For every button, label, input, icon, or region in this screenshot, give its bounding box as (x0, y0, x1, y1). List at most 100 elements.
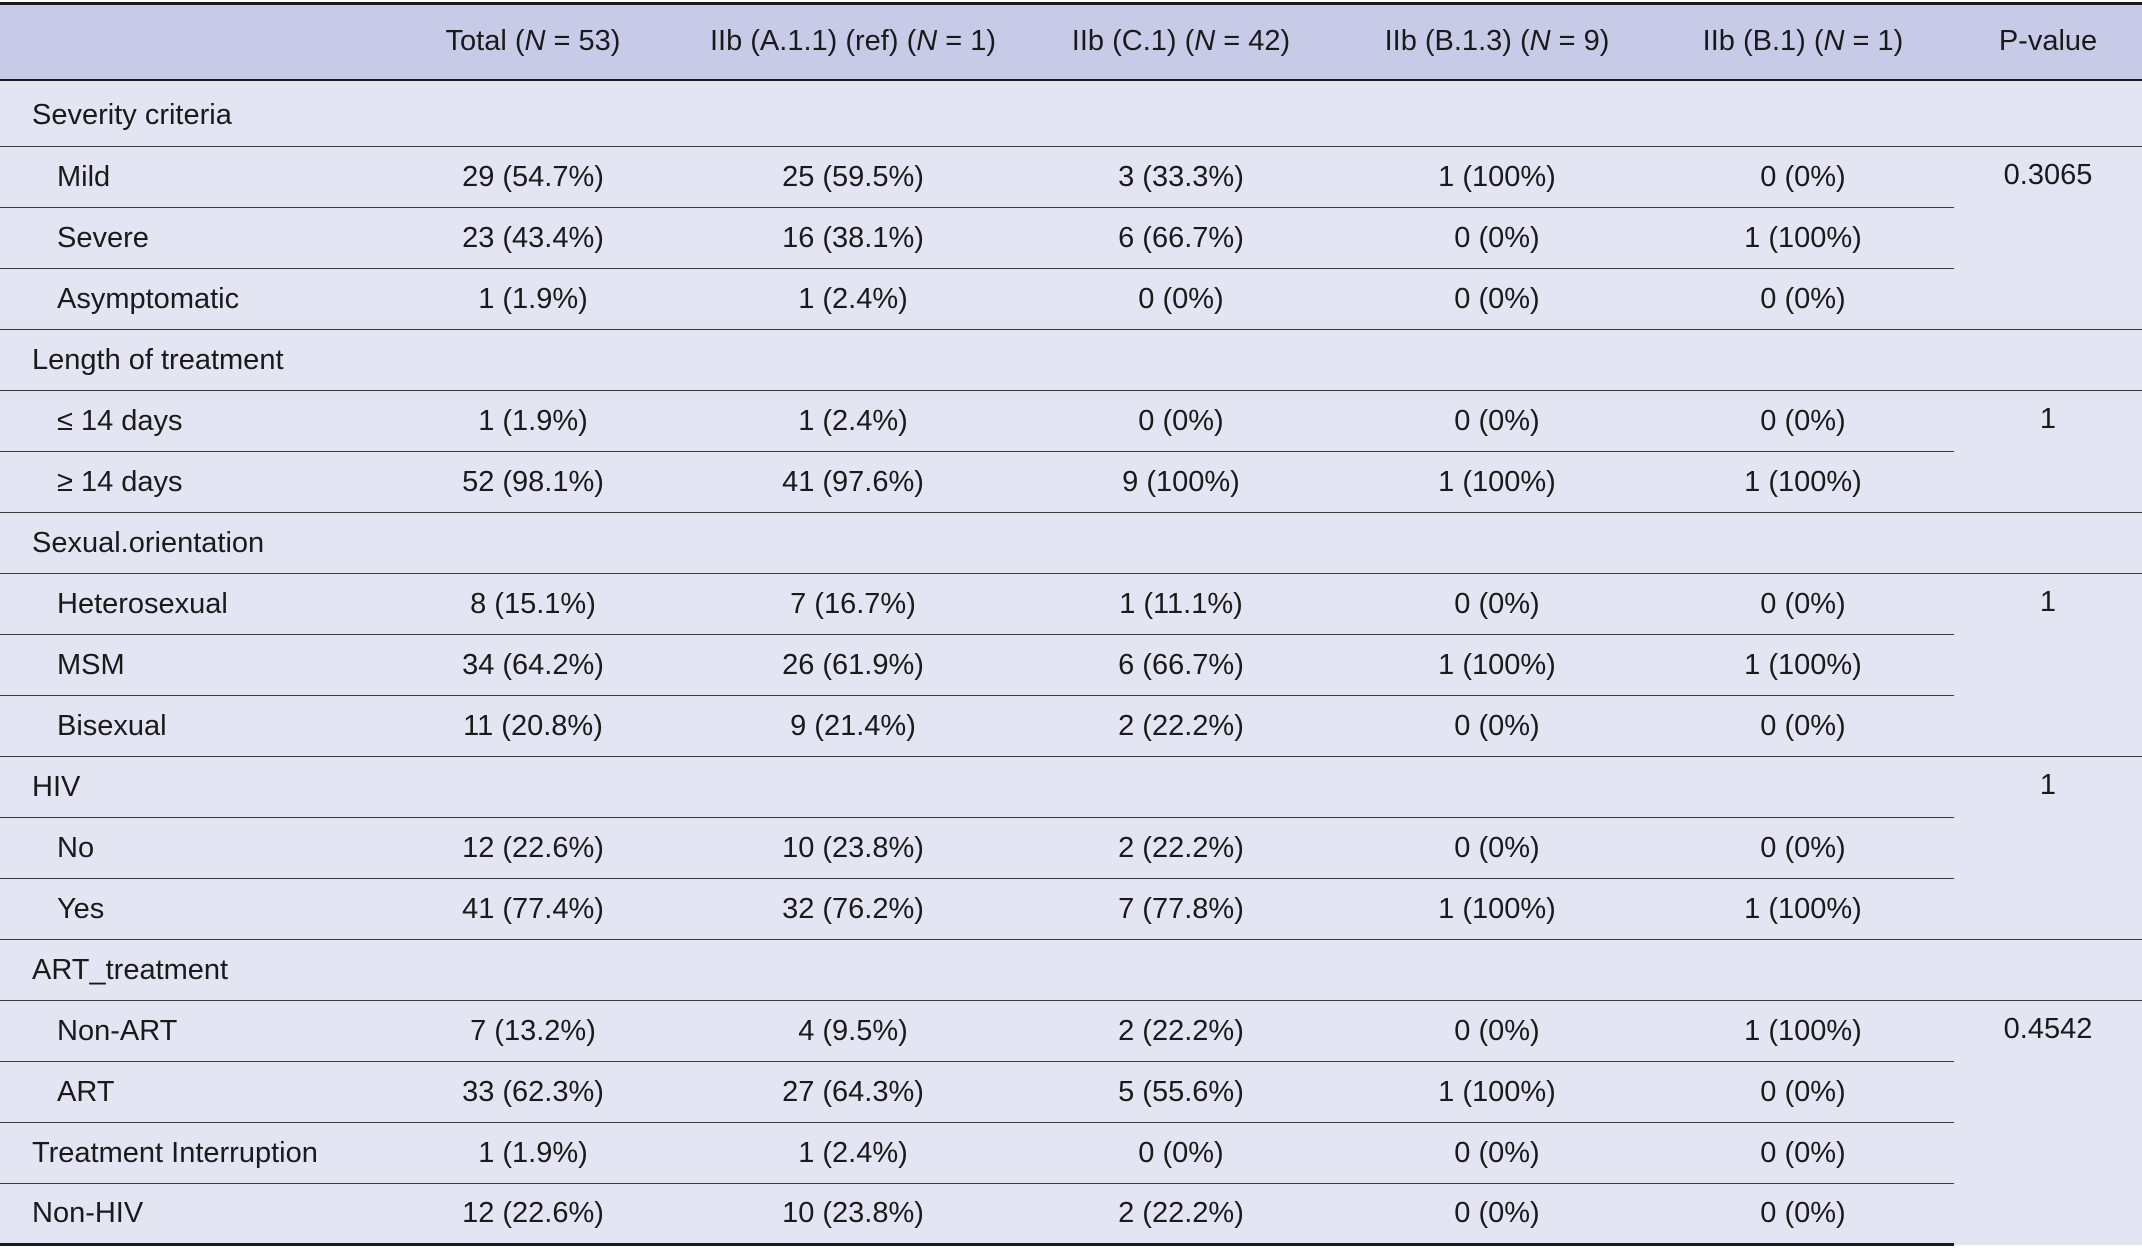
cell: 12 (22.6%) (380, 1183, 686, 1246)
cell: 10 (23.8%) (686, 1183, 1020, 1246)
table-row: ≥ 14 days 52 (98.1%) 41 (97.6%) 9 (100%)… (0, 451, 2142, 513)
group-row: ART_treatment (0, 939, 2142, 1001)
cell: 16 (38.1%) (686, 207, 1020, 269)
cell: 0 (0%) (1652, 390, 1954, 452)
cell: 1 (100%) (1342, 1061, 1652, 1123)
row-label: Treatment Interruption (0, 1122, 380, 1184)
cell: 1 (2.4%) (686, 268, 1020, 330)
cell: 1 (1.9%) (380, 268, 686, 330)
cell: 2 (22.2%) (1020, 1000, 1342, 1062)
group-label: Length of treatment (0, 329, 380, 391)
table-row: Non-ART 7 (13.2%) 4 (9.5%) 2 (22.2%) 0 (… (0, 1000, 2142, 1245)
cell: 7 (77.8%) (1020, 878, 1342, 940)
cell: 0 (0%) (1020, 390, 1342, 452)
cell: 34 (64.2%) (380, 634, 686, 696)
cell: 1 (100%) (1652, 1000, 1954, 1062)
table-row: Severe 23 (43.4%) 16 (38.1%) 6 (66.7%) 0… (0, 207, 2142, 269)
cell: 0 (0%) (1652, 1061, 1954, 1123)
row-label: No (0, 817, 380, 879)
row-label: ART (0, 1061, 380, 1123)
table-row: Bisexual 11 (20.8%) 9 (21.4%) 2 (22.2%) … (0, 695, 2142, 757)
p-value: 1 (1954, 756, 2142, 940)
cell: 10 (23.8%) (686, 817, 1020, 879)
cell: 6 (66.7%) (1020, 634, 1342, 696)
cell: 9 (21.4%) (686, 695, 1020, 757)
header-row: Total (N = 53) IIb (A.1.1) (ref) (N = 1)… (0, 3, 2142, 80)
cell: 26 (61.9%) (686, 634, 1020, 696)
p-value: 0.3065 (1954, 146, 2142, 330)
cell: 0 (0%) (1652, 817, 1954, 879)
cell: 41 (97.6%) (686, 451, 1020, 513)
table-header: Total (N = 53) IIb (A.1.1) (ref) (N = 1)… (0, 3, 2142, 80)
group-row: HIV 1 (0, 756, 2142, 940)
header-b1: IIb (B.1) (N = 1) (1702, 25, 1904, 58)
cell: 1 (100%) (1342, 146, 1652, 208)
cell: 1 (11.1%) (1020, 573, 1342, 635)
row-label: ≤ 14 days (0, 390, 380, 452)
cell: 0 (0%) (1652, 1183, 1954, 1246)
cell: 25 (59.5%) (686, 146, 1020, 208)
cell: 1 (1.9%) (380, 1122, 686, 1184)
table-row: Heterosexual 8 (15.1%) 7 (16.7%) 1 (11.1… (0, 573, 2142, 757)
cell: 1 (2.4%) (686, 390, 1020, 452)
cell: 8 (15.1%) (380, 573, 686, 635)
cell: 2 (22.2%) (1020, 695, 1342, 757)
cell: 0 (0%) (1342, 817, 1652, 879)
cell: 23 (43.4%) (380, 207, 686, 269)
cell: 0 (0%) (1652, 146, 1954, 208)
cell: 33 (62.3%) (380, 1061, 686, 1123)
group-label: ART_treatment (0, 939, 380, 1001)
cell: 32 (76.2%) (686, 878, 1020, 940)
cell: 1 (100%) (1652, 634, 1954, 696)
cell: 1 (100%) (1652, 207, 1954, 269)
row-label: Severe (0, 207, 380, 269)
cell: 1 (100%) (1342, 878, 1652, 940)
cell: 2 (22.2%) (1020, 817, 1342, 879)
group-label: Severity criteria (32, 99, 232, 132)
row-label: ≥ 14 days (0, 451, 380, 513)
table-row: Asymptomatic 1 (1.9%) 1 (2.4%) 0 (0%) 0 … (0, 268, 2142, 330)
cell: 7 (16.7%) (686, 573, 1020, 635)
row-label: Asymptomatic (0, 268, 380, 330)
cell: 9 (100%) (1020, 451, 1342, 513)
table-row: Treatment Interruption 1 (1.9%) 1 (2.4%)… (0, 1122, 2142, 1184)
cell: 4 (9.5%) (686, 1000, 1020, 1062)
cell: 0 (0%) (1342, 1122, 1652, 1184)
cell: 0 (0%) (1342, 268, 1652, 330)
row-label: Non-ART (0, 1000, 380, 1062)
p-value: 1 (1954, 573, 2142, 757)
cell: 1 (100%) (1342, 634, 1652, 696)
table-body: Severity criteria Mild 29 (54.7%) 25 (59… (0, 79, 2142, 1246)
cell: 41 (77.4%) (380, 878, 686, 940)
row-label: Heterosexual (0, 573, 380, 635)
cell: 0 (0%) (1342, 573, 1652, 635)
cell: 29 (54.7%) (380, 146, 686, 208)
cell: 0 (0%) (1652, 695, 1954, 757)
table-row: ≤ 14 days 1 (1.9%) 1 (2.4%) 0 (0%) 0 (0%… (0, 390, 2142, 513)
header-c1: IIb (C.1) (N = 42) (1071, 25, 1291, 58)
p-value: 0.4542 (1954, 1000, 2142, 1245)
cell: 0 (0%) (1342, 390, 1652, 452)
row-label: Yes (0, 878, 380, 940)
cell: 1 (2.4%) (686, 1122, 1020, 1184)
p-value: 1 (1954, 390, 2142, 513)
cell: 27 (64.3%) (686, 1061, 1020, 1123)
cell: 0 (0%) (1020, 268, 1342, 330)
table-row: ART 33 (62.3%) 27 (64.3%) 5 (55.6%) 1 (1… (0, 1061, 2142, 1123)
table-row: No 12 (22.6%) 10 (23.8%) 2 (22.2%) 0 (0%… (0, 817, 2142, 879)
cell: 5 (55.6%) (1020, 1061, 1342, 1123)
cell: 11 (20.8%) (380, 695, 686, 757)
row-label: Non-HIV (0, 1183, 380, 1246)
cell: 0 (0%) (1342, 695, 1652, 757)
cell: 0 (0%) (1652, 268, 1954, 330)
cell: 0 (0%) (1652, 1122, 1954, 1184)
header-pvalue: P-value (1998, 25, 2098, 58)
cell: 3 (33.3%) (1020, 146, 1342, 208)
table-row: Yes 41 (77.4%) 32 (76.2%) 7 (77.8%) 1 (1… (0, 878, 2142, 940)
cell: 0 (0%) (1652, 573, 1954, 635)
cell: 1 (1.9%) (380, 390, 686, 452)
cell: 1 (100%) (1342, 451, 1652, 513)
group-row: Sexual.orientation (0, 512, 2142, 574)
cell: 1 (100%) (1652, 451, 1954, 513)
